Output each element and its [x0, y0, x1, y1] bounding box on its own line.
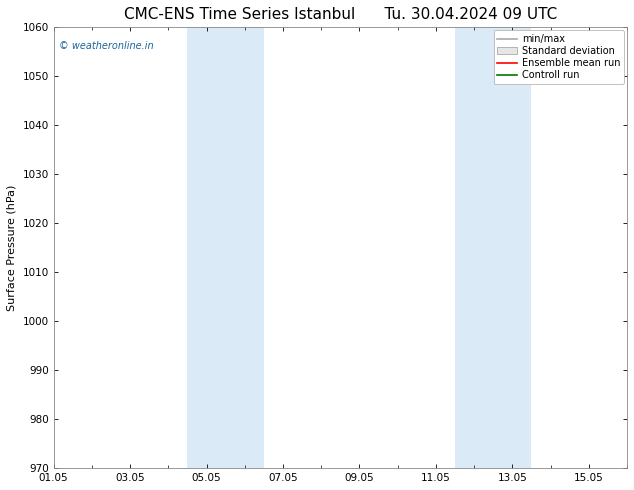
Bar — [188, 27, 226, 468]
Title: CMC-ENS Time Series Istanbul      Tu. 30.04.2024 09 UTC: CMC-ENS Time Series Istanbul Tu. 30.04.2… — [124, 7, 557, 22]
Text: © weatheronline.in: © weatheronline.in — [60, 41, 154, 50]
Bar — [493, 27, 531, 468]
Y-axis label: Surface Pressure (hPa): Surface Pressure (hPa) — [7, 185, 17, 311]
Bar — [226, 27, 264, 468]
Legend: min/max, Standard deviation, Ensemble mean run, Controll run: min/max, Standard deviation, Ensemble me… — [493, 30, 624, 84]
Bar — [455, 27, 493, 468]
